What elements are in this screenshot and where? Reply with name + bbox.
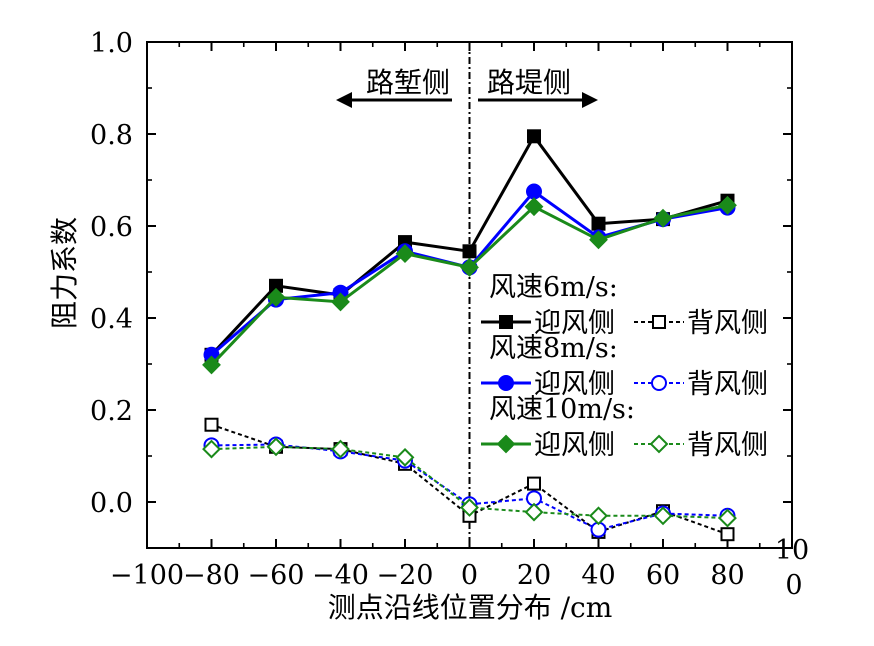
x-tick-label: 60 (646, 560, 680, 591)
data-point (524, 502, 544, 522)
data-point (591, 216, 606, 231)
data-point (653, 208, 673, 228)
data-point (395, 447, 415, 467)
data-point (527, 476, 541, 491)
data-point (266, 287, 286, 307)
legend-swatch-marker (651, 375, 667, 391)
y-axis-title: 阻力系数 (48, 217, 81, 329)
data-point (204, 417, 219, 432)
series-layer (202, 129, 737, 542)
annotation-layer: 路堑侧 路堤侧 (336, 66, 598, 108)
x-tick-label: −60 (248, 560, 305, 591)
data-point (653, 506, 673, 526)
data-point (718, 195, 737, 215)
data-point (589, 506, 608, 526)
data-point (462, 244, 477, 259)
x-tick-label: 0 (785, 570, 802, 601)
legend-swatch-marker (498, 375, 514, 391)
legend-windward-label: 迎风侧 (534, 308, 615, 339)
data-point (202, 439, 221, 459)
y-tick-label: 0.2 (90, 396, 133, 427)
x-tick-label: 80 (710, 560, 744, 591)
data-point (331, 292, 350, 312)
right-arrow-head (582, 92, 598, 108)
legend-swatch-marker (652, 315, 666, 329)
plot-frame-layer (146, 41, 793, 549)
data-point (526, 183, 542, 200)
legend-windward-label: 迎风侧 (534, 369, 615, 400)
legend-leeward-label: 背风侧 (687, 369, 768, 400)
legend-swatch-marker (496, 434, 516, 454)
data-point (720, 527, 735, 542)
legend-leeward-label: 背风侧 (687, 430, 768, 461)
legend-title: 风速10m/s: (489, 394, 635, 425)
data-point (460, 498, 479, 517)
left-arrow-head (336, 92, 352, 108)
data-point (266, 437, 286, 457)
axis-ticks-layer: −100−80 −60 −40 −20 0 20 40 60 801000.00.20.40.6… (90, 28, 809, 601)
x-tick-label: −100 (110, 560, 184, 591)
x-axis-title: 测点沿线位置分布 /cm (328, 591, 613, 624)
legend-swatch-marker (649, 434, 669, 454)
x-tick-label: −80 (183, 560, 240, 591)
data-point (395, 244, 415, 264)
legend-title: 风速8m/s: (489, 333, 618, 364)
data-point (718, 508, 737, 528)
annotation-left-label: 路堑侧 (366, 66, 450, 99)
legend-leeward-label: 背风侧 (687, 308, 768, 339)
series-group (202, 195, 737, 375)
x-tick-label: 20 (517, 560, 551, 591)
x-tick-label: 0 (461, 560, 478, 591)
data-point (589, 230, 608, 250)
y-tick-label: 0.0 (90, 488, 133, 519)
data-point (524, 197, 544, 217)
x-tick-label: 40 (581, 560, 615, 591)
y-tick-label: 0.4 (90, 304, 133, 335)
y-tick-label: 0.8 (90, 120, 133, 151)
legend-windward-label: 迎风侧 (534, 430, 615, 461)
legend-swatch-marker (499, 315, 513, 329)
y-tick-label: 1.0 (90, 28, 133, 59)
y-tick-label: 0.6 (90, 212, 133, 243)
x-tick-label: −20 (377, 560, 434, 591)
data-point (527, 129, 541, 144)
data-point (460, 257, 479, 277)
series-group (202, 437, 737, 528)
x-tick-label: −40 (312, 560, 369, 591)
data-point (202, 355, 221, 375)
annotation-right-label: 路堤侧 (487, 66, 571, 99)
legend-title: 风速6m/s: (489, 272, 618, 303)
data-point (331, 439, 350, 459)
x-tick-label: 10 (775, 535, 809, 566)
